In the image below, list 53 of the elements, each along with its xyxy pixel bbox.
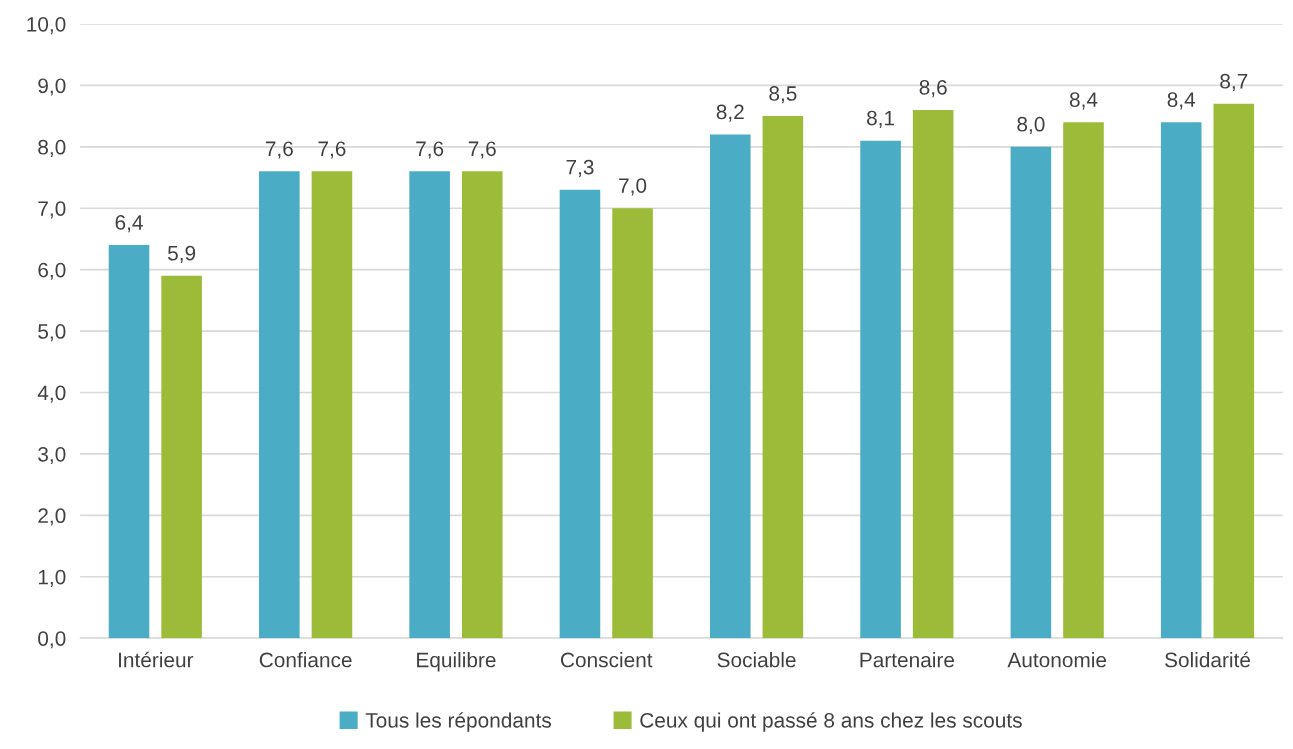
y-tick-label: 3,0 [38,446,66,465]
data-label: 7,6 [265,141,293,159]
data-label: 8,7 [1220,73,1248,92]
y-tick-label: 2,0 [38,508,66,526]
bar [559,189,601,639]
bar [259,171,300,639]
data-label: 8,1 [867,110,895,128]
bar [1063,122,1104,639]
data-label: 7,6 [416,141,444,159]
legend-label: Tous les répondants [365,712,551,732]
y-tick-label: 1,0 [38,569,66,587]
y-tick-label: 4,0 [37,385,66,403]
data-label: 7,0 [619,178,647,196]
data-label: 8,5 [769,86,797,104]
data-label: 8,4 [1069,92,1098,110]
x-tick-label: Equilibre [417,652,496,672]
bar [108,245,150,639]
y-tick-label: 8,0 [38,139,66,158]
x-tick-label: Autonomie [1007,652,1107,668]
y-tick-label: 10,0 [27,16,66,35]
y-tick-label: 0,0 [38,631,66,649]
bar [709,134,751,639]
data-label: 8,6 [919,79,947,98]
y-tick-label: 7,0 [38,201,66,219]
x-tick-label: Solidarité [1165,651,1250,668]
y-tick-label: 5,0 [38,324,66,342]
x-tick-label: Conscient [560,652,653,668]
x-tick-label: Sociable [717,652,796,668]
bar [1010,146,1052,639]
data-label: 7,3 [566,159,594,178]
x-tick-label: Intérieur [119,651,194,668]
bar [161,275,202,639]
bar [311,171,353,639]
data-label: 8,4 [1167,92,1196,110]
y-tick-label: 6,0 [38,262,66,280]
bar [912,109,954,639]
bar [1160,122,1202,639]
bar [409,171,450,639]
data-label: 8,2 [716,104,744,122]
x-tick-label: Confiance [259,652,352,668]
data-label: 7,6 [318,141,346,159]
data-label: 8,0 [1017,116,1045,135]
bar [612,208,653,639]
legend-label: Ceux qui ont passé 8 ans chez les scouts [640,712,1022,732]
bar [762,116,804,639]
bar [860,140,901,639]
bar [461,171,503,639]
data-label: 5,9 [167,245,196,264]
data-label: 7,6 [468,141,496,159]
x-tick-label: Partenaire [860,652,955,668]
bar [1213,103,1255,639]
data-label: 6,4 [115,215,143,233]
y-tick-label: 9,0 [38,78,66,96]
